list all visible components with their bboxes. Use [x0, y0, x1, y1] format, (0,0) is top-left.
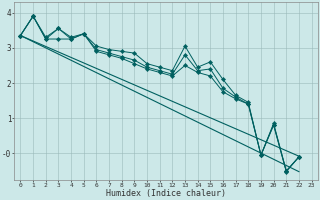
X-axis label: Humidex (Indice chaleur): Humidex (Indice chaleur): [106, 189, 226, 198]
